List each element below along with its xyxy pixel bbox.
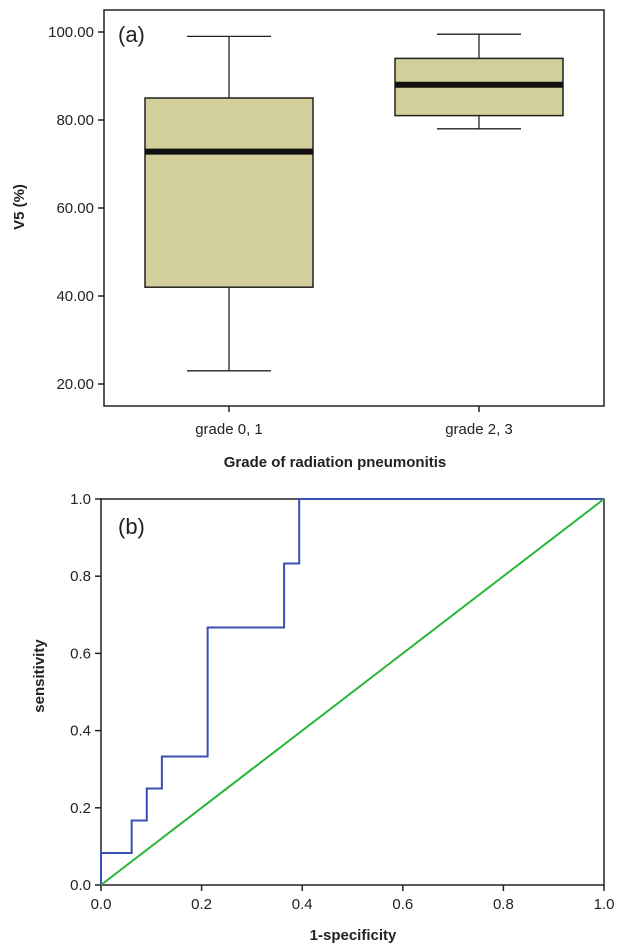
boxplot-y-axis-title: V5 (%) bbox=[11, 184, 28, 230]
boxplot-x-tick-label: grade 2, 3 bbox=[445, 421, 513, 438]
roc-y-tick-label: 1.0 bbox=[70, 491, 91, 508]
reference-diagonal-line bbox=[100, 498, 605, 886]
roc-x-tick-label: 0.6 bbox=[392, 896, 413, 913]
boxplot-y-tick-label: 20.00 bbox=[56, 376, 94, 393]
boxplot-y-tick-label: 40.00 bbox=[56, 288, 94, 305]
roc-x-tick-label: 0.8 bbox=[493, 896, 514, 913]
boxplot-box bbox=[144, 97, 314, 288]
panel-a-label: (a) bbox=[118, 22, 145, 47]
panel-b-label: (b) bbox=[118, 514, 145, 539]
boxplot-panel: (a) V5 (%) Grade of radiation pneumoniti… bbox=[11, 9, 605, 471]
roc-x-tick-label: 1.0 bbox=[594, 896, 615, 913]
roc-y-tick-label: 0.0 bbox=[70, 877, 91, 894]
boxplot-y-tick-label: 100.00 bbox=[48, 24, 94, 41]
roc-panel: (b) sensitivity 1-specificity 0.0 0.2 0.4 0… bbox=[31, 491, 614, 944]
boxplot-x-tick-label: grade 0, 1 bbox=[195, 421, 263, 438]
boxplot-x-axis-title: Grade of radiation pneumonitis bbox=[224, 454, 447, 471]
roc-x-tick-label: 0.0 bbox=[91, 896, 112, 913]
boxplot-y-tick-label: 60.00 bbox=[56, 200, 94, 217]
roc-x-tick-label: 0.2 bbox=[191, 896, 212, 913]
roc-y-axis-title: sensitivity bbox=[31, 639, 48, 713]
roc-y-tick-label: 0.2 bbox=[70, 800, 91, 817]
roc-y-tick-label: 0.4 bbox=[70, 723, 91, 740]
roc-curve-line bbox=[100, 498, 604, 885]
roc-y-tick-label: 0.6 bbox=[70, 645, 91, 662]
roc-y-tick-label: 0.8 bbox=[70, 568, 91, 585]
roc-x-tick-label: 0.4 bbox=[292, 896, 313, 913]
boxplot-y-tick-label: 80.00 bbox=[56, 112, 94, 129]
roc-x-axis-title: 1-specificity bbox=[310, 927, 397, 944]
